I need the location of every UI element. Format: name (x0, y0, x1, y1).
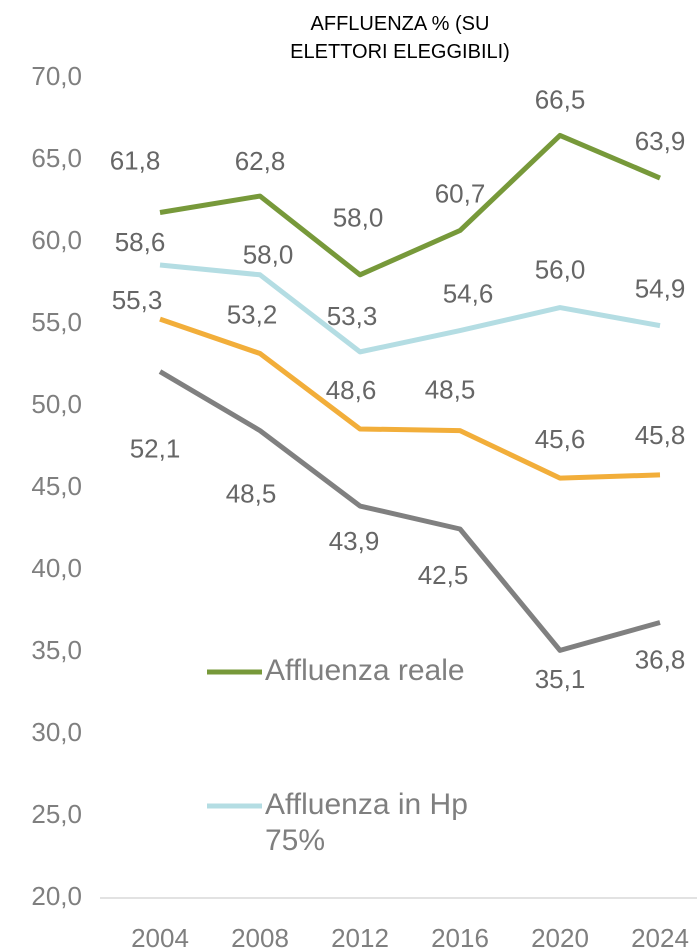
data-label: 48,5 (226, 478, 277, 508)
y-tick-label: 45,0 (31, 471, 82, 501)
data-label: 62,8 (235, 146, 286, 176)
data-label: 58,0 (333, 203, 384, 233)
data-label: 45,8 (635, 420, 686, 450)
series-line (159, 262, 661, 355)
x-tick-label: 2008 (231, 923, 289, 949)
data-label: 54,6 (443, 278, 494, 308)
y-tick-label: 20,0 (31, 881, 82, 911)
data-label: 36,8 (635, 644, 686, 674)
data-label: 53,3 (327, 301, 378, 331)
data-label: 53,2 (227, 299, 278, 329)
y-tick-label: 65,0 (31, 143, 82, 173)
data-label: 52,1 (130, 433, 181, 463)
data-label: 42,5 (418, 560, 469, 590)
data-label: 45,6 (535, 424, 586, 454)
y-tick-label: 55,0 (31, 307, 82, 337)
series-line (159, 316, 661, 481)
data-label: 35,1 (535, 664, 586, 694)
data-label: 43,9 (329, 526, 380, 556)
legend-label: Affluenza in Hp 75% (265, 788, 468, 857)
chart-title: AFFLUENZA % (SU ELETTORI ELEGGIBILI) (290, 13, 510, 63)
series-line (159, 132, 661, 278)
y-tick-label: 35,0 (31, 635, 82, 665)
data-label: 55,3 (112, 285, 163, 315)
x-tick-label: 2020 (531, 923, 589, 949)
data-label: 54,9 (635, 274, 686, 304)
data-label: 66,5 (535, 84, 586, 114)
data-label: 56,0 (535, 254, 586, 284)
y-tick-label: 25,0 (31, 799, 82, 829)
data-label: 48,6 (326, 375, 377, 405)
data-label: 58,0 (243, 240, 294, 270)
data-label: 60,7 (435, 178, 486, 208)
data-label: 63,9 (635, 126, 686, 156)
x-tick-label: 2016 (431, 923, 489, 949)
y-tick-label: 70,0 (31, 61, 82, 91)
x-tick-label: 2004 (131, 923, 189, 949)
y-tick-label: 50,0 (31, 389, 82, 419)
data-label: 61,8 (110, 145, 161, 175)
x-tick-label: 2012 (331, 923, 389, 949)
x-tick-label: 2024 (631, 923, 689, 949)
legend-label: Affluenza reale (265, 654, 465, 687)
data-label: 58,6 (115, 227, 166, 257)
y-tick-label: 40,0 (31, 553, 82, 583)
y-tick-label: 30,0 (31, 717, 82, 747)
data-label: 48,5 (425, 374, 476, 404)
series-line (158, 369, 661, 653)
y-tick-label: 60,0 (31, 225, 82, 255)
